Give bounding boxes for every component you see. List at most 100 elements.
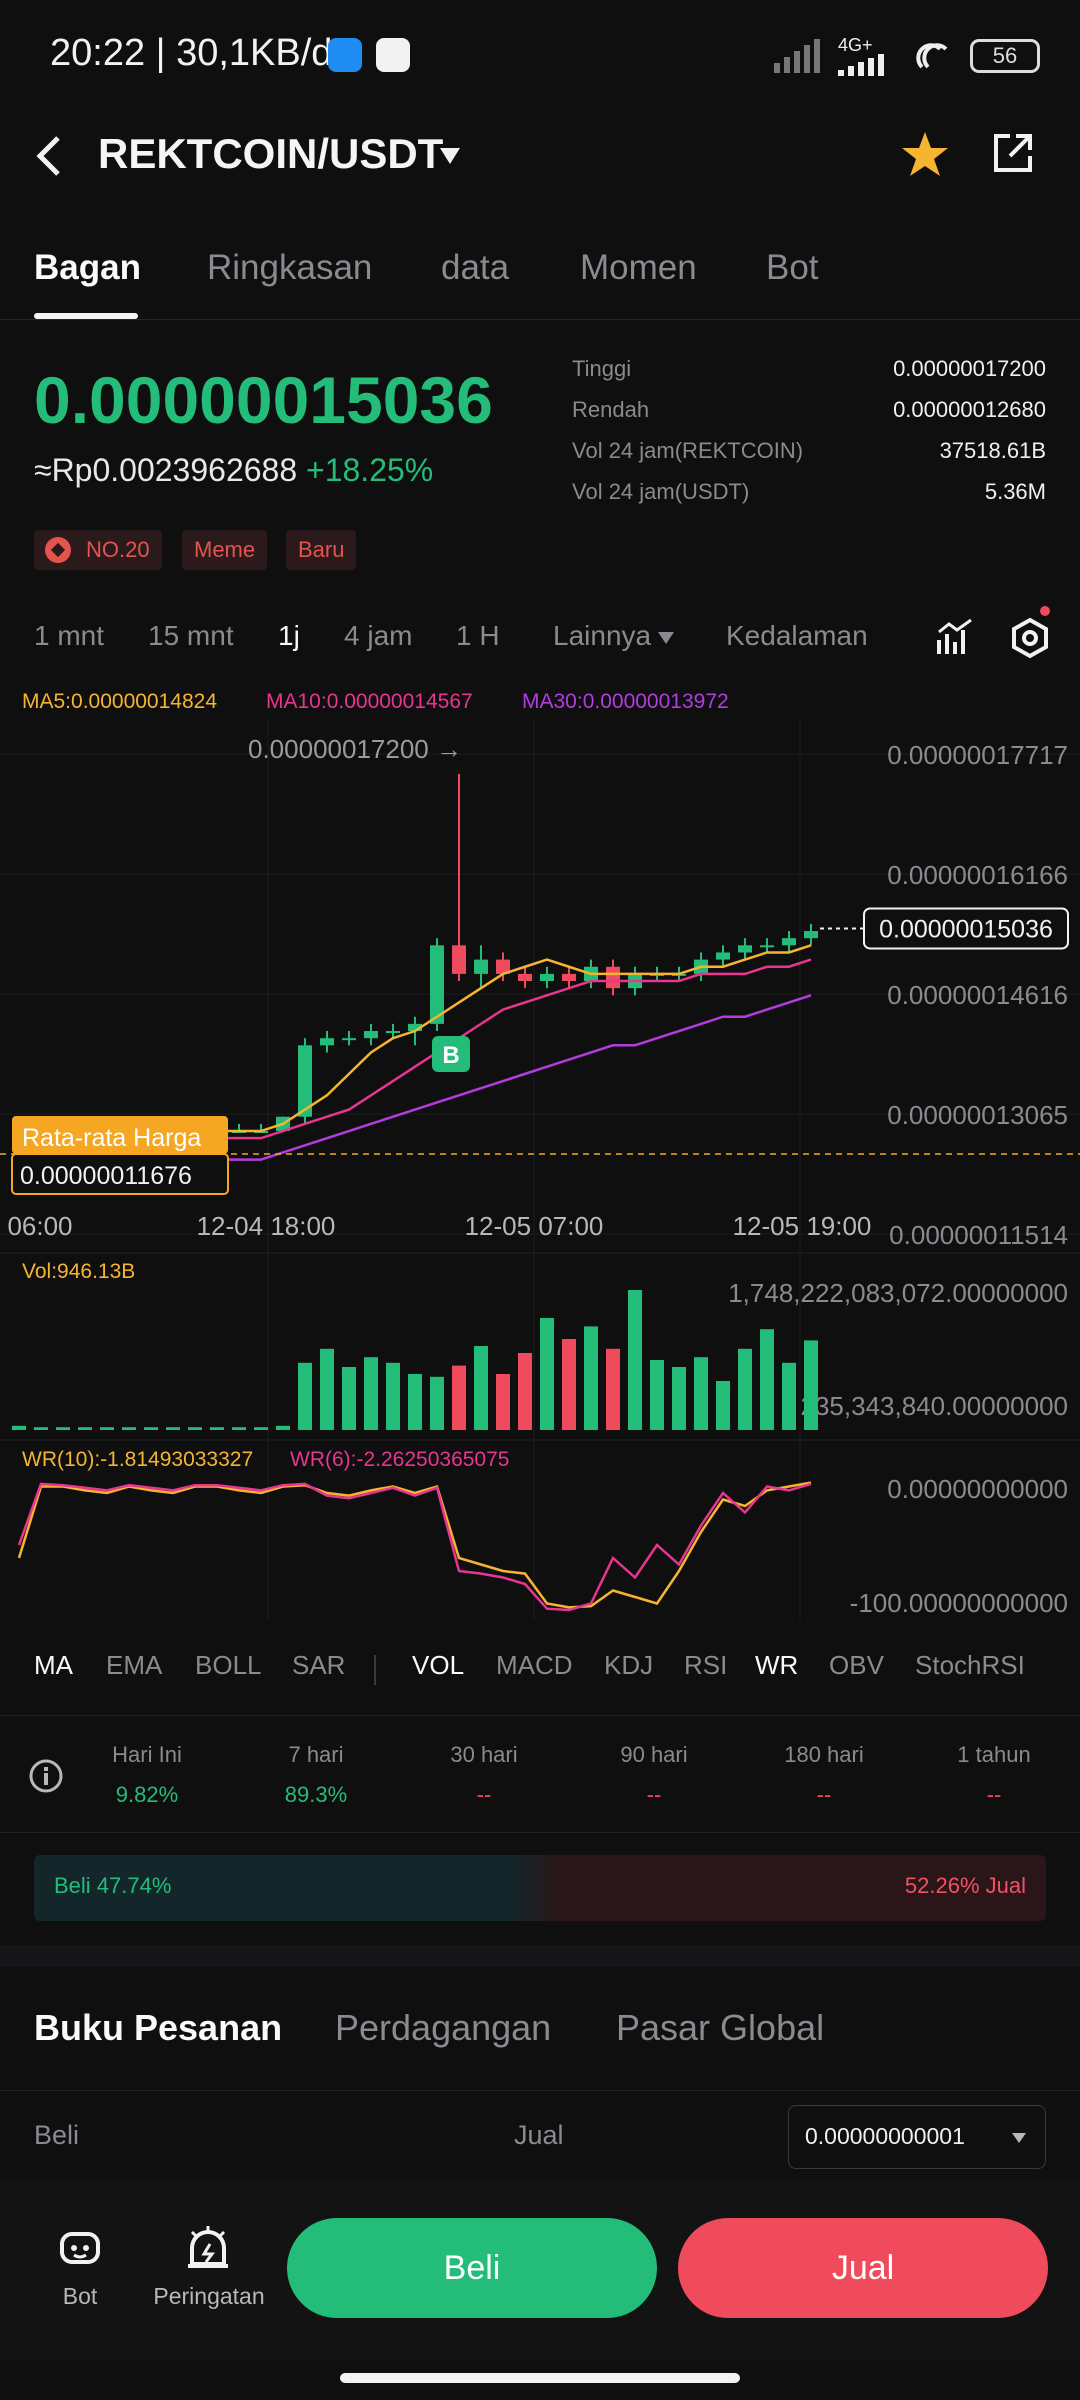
avg-price-value: 0.00000011676 [20, 1162, 192, 1190]
volume-bar [386, 1362, 400, 1430]
ind-boll[interactable]: BOLL [195, 1650, 262, 1680]
meme-badge[interactable]: Meme [182, 530, 268, 570]
candle-body [298, 1045, 312, 1117]
stat-low-value: 0.00000012680 [893, 397, 1046, 422]
candle-body [804, 931, 818, 939]
candle-body [320, 1038, 334, 1046]
sell-button[interactable]: Jual [678, 2218, 1048, 2318]
tab-trades[interactable]: Perdagangan [335, 2007, 552, 2048]
stat-vol-usdt-label: Vol 24 jam(USDT) [572, 479, 750, 504]
candle-body [518, 973, 532, 982]
back-arrow-icon[interactable] [34, 134, 64, 178]
volume-bar [166, 1427, 180, 1430]
share-icon[interactable] [990, 130, 1036, 176]
avg-price-label: Rata-rata Harga [22, 1124, 201, 1152]
ma5-legend: MA5:0.00000014824 [22, 690, 217, 713]
wr6-legend: WR(6):-2.26250365075 [290, 1448, 509, 1471]
volume-bar [298, 1362, 312, 1430]
volume-bar [364, 1357, 378, 1430]
bottom-action-bar: Bot Peringatan Beli Jual [0, 2180, 1080, 2360]
volume-min-tick: 235,343,840.00000000 [801, 1391, 1069, 1421]
volume-bar [782, 1362, 796, 1430]
precision-select[interactable]: 0.00000000001 [788, 2105, 1046, 2169]
rank-badge[interactable]: NO.20 [34, 530, 162, 570]
y-tick-label: 0.00000013065 [887, 1100, 1068, 1130]
volume-bar [672, 1367, 686, 1430]
idr-value: ≈Rp0.0023962688 [34, 452, 298, 488]
chevron-down-icon[interactable] [438, 146, 462, 166]
x-tick-label: 12-04 18:00 [197, 1211, 336, 1241]
tab-order-book[interactable]: Buku Pesanan [34, 2007, 283, 2048]
price-chart[interactable]: 0.00000017717 0.00000016166 0.00000014616 0… [0, 680, 1080, 1630]
tf-1min[interactable]: 1 mnt [34, 620, 105, 651]
price-change: +18.25% [306, 452, 434, 488]
alert-label[interactable]: Peringatan [153, 2283, 265, 2309]
tf-1h[interactable]: 1j [278, 620, 300, 651]
pair-title[interactable]: REKTCOIN/USDT [98, 130, 444, 177]
tab-bagan[interactable]: Bagan [34, 248, 141, 287]
stat-vol-coin-value: 37518.61B [939, 438, 1046, 463]
orderbook-buy-header: Beli [34, 2120, 80, 2150]
tf-15min[interactable]: 15 mnt [148, 620, 234, 651]
volume-bar [320, 1348, 334, 1430]
volume-bar [232, 1427, 246, 1430]
tab-indicator [34, 313, 138, 319]
info-icon[interactable] [28, 1758, 64, 1794]
x-tick-label: 06:00 [7, 1211, 72, 1241]
volume-bar [804, 1340, 818, 1430]
more-chevron-icon[interactable] [657, 631, 675, 645]
ind-wr[interactable]: WR [755, 1650, 799, 1680]
volume-bar [496, 1374, 510, 1430]
ind-ma[interactable]: MA [34, 1650, 73, 1680]
new-badge[interactable]: Baru [286, 530, 357, 570]
volume-bar [78, 1427, 92, 1430]
indicator-divider [374, 1655, 376, 1685]
ind-stochrsi[interactable]: StochRSI [915, 1650, 1025, 1680]
main-tabs: Bagan Ringkasan data Momen Bot [0, 230, 1080, 320]
candle-body [430, 945, 444, 1024]
tf-4h[interactable]: 4 jam [344, 620, 413, 651]
tab-ringkasan[interactable]: Ringkasan [207, 248, 373, 287]
y-tick-label: 0.00000016166 [887, 860, 1068, 890]
orderbook-divider [0, 2090, 1080, 2091]
rank-badge-label: NO.20 [86, 537, 150, 562]
status-bar: 20:22 | 30,1KB/d 4G+ 56 [0, 0, 1080, 110]
stat-low-label: Rendah [572, 397, 650, 422]
settings-hex-icon[interactable] [1008, 616, 1052, 660]
ind-vol[interactable]: VOL [412, 1650, 465, 1680]
tf-depth[interactable]: Kedalaman [726, 620, 868, 651]
status-time: 20:22 | 30,1KB/d [50, 32, 333, 74]
candle-body [738, 945, 752, 953]
volume-bar [408, 1374, 422, 1430]
last-price-tag: 0.00000015036 [879, 915, 1053, 943]
perf-label: 90 hari [620, 1742, 688, 1767]
ind-ema[interactable]: EMA [106, 1650, 163, 1680]
candle-body [408, 1023, 422, 1032]
tf-1d[interactable]: 1 H [456, 620, 500, 651]
buy-button[interactable]: Beli [287, 2218, 657, 2318]
candle-body [452, 945, 466, 974]
y-tick-label: 0.00000014616 [887, 980, 1068, 1010]
ind-obv[interactable]: OBV [829, 1650, 884, 1680]
buy-marker: B [442, 1042, 459, 1069]
volume-bar [430, 1376, 444, 1430]
bot-icon[interactable] [56, 2224, 104, 2272]
indicator-chart-icon[interactable] [935, 618, 975, 658]
precision-chevron-icon [1012, 2133, 1026, 2143]
y-tick-label: 0.00000011514 [889, 1220, 1068, 1250]
tab-data[interactable]: data [441, 248, 510, 287]
tab-bot[interactable]: Bot [766, 248, 819, 287]
ind-sar[interactable]: SAR [292, 1650, 346, 1680]
tab-momen[interactable]: Momen [580, 248, 697, 287]
alert-clock-icon[interactable] [184, 2222, 232, 2272]
volume-bar [276, 1425, 290, 1430]
volume-max-tick: 1,748,222,083,072.00000000 [728, 1278, 1068, 1308]
bot-label[interactable]: Bot [62, 2283, 98, 2309]
network-type: 4G+ [838, 35, 873, 55]
star-icon[interactable] [900, 130, 950, 178]
tf-more[interactable]: Lainnya [553, 620, 652, 651]
ind-rsi[interactable]: RSI [684, 1650, 728, 1680]
tab-global-market[interactable]: Pasar Global [616, 2007, 825, 2048]
ind-macd[interactable]: MACD [496, 1650, 573, 1680]
ind-kdj[interactable]: KDJ [604, 1650, 654, 1680]
